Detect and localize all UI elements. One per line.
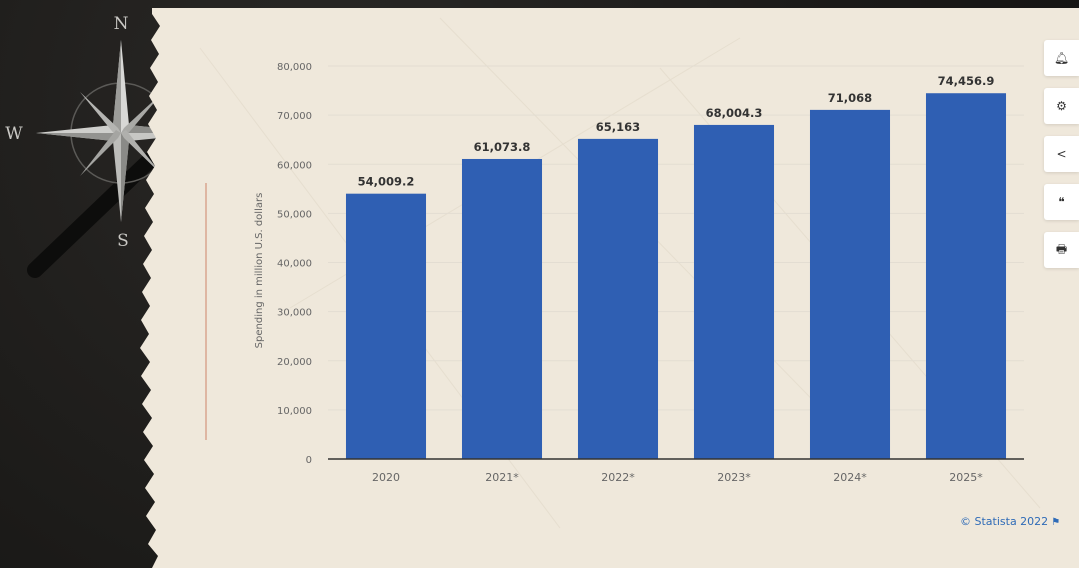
x-tick-label: 2023* (717, 471, 751, 484)
value-label: 68,004.3 (706, 106, 763, 120)
value-label: 61,073.8 (474, 140, 531, 154)
y-tick-label: 80,000 (277, 62, 312, 73)
bar-2023[interactable] (693, 124, 775, 459)
y-tick-label: 20,000 (277, 357, 312, 368)
gear-icon[interactable]: ⚙ (1044, 88, 1079, 124)
bar-2022[interactable] (577, 138, 659, 459)
statista-credit-link[interactable]: © Statista 2022 ⚑ (960, 515, 1060, 528)
y-tick-label: 70,000 (277, 111, 312, 122)
x-tick-label: 2022* (601, 471, 635, 484)
print-icon[interactable]: 🖶 (1044, 232, 1079, 268)
value-label: 54,009.2 (358, 175, 415, 189)
bell-icon[interactable]: 🔔︎ (1044, 40, 1079, 76)
chart-tools-sidebar: 🔔︎ ⚙ < ❝ 🖶 (1044, 40, 1079, 268)
bars (345, 93, 1007, 460)
compass-shadow (27, 152, 158, 278)
bar-2025[interactable] (925, 93, 1007, 460)
y-tick-label: 50,000 (277, 209, 312, 220)
y-tick-label: 30,000 (277, 308, 312, 319)
credit-text: © Statista 2022 (960, 515, 1049, 528)
bar-2021[interactable] (461, 158, 543, 459)
bar-2020[interactable] (345, 193, 427, 459)
compass-label-s: S (117, 231, 129, 251)
value-label: 74,456.9 (938, 74, 995, 88)
y-tick-label: 0 (306, 455, 312, 466)
y-axis-title: Spending in million U.S. dollars (254, 193, 265, 349)
gridlines (328, 65, 1024, 411)
quote-icon[interactable]: ❝ (1044, 184, 1079, 220)
x-tick-label: 2025* (949, 471, 983, 484)
y-tick-label: 40,000 (277, 259, 312, 270)
bar-2024[interactable] (809, 109, 891, 459)
flag-icon: ⚑ (1051, 517, 1061, 528)
x-tick-label: 2024* (833, 471, 867, 484)
share-icon[interactable]: < (1044, 136, 1079, 172)
y-tick-label: 60,000 (277, 160, 312, 171)
compass-label-w: W (5, 124, 23, 144)
x-tick-label: 2021* (485, 471, 519, 484)
value-label: 71,068 (828, 91, 872, 105)
value-labels: 54,009.2 61,073.8 65,163 68,004.3 71,068 74,4… (358, 74, 995, 188)
value-label: 65,163 (596, 120, 640, 134)
x-axis-ticks: 2020 2021* 2022* 2023* 2024* 2025* (372, 471, 983, 484)
x-tick-label: 2020 (372, 471, 400, 484)
y-tick-label: 10,000 (277, 406, 312, 417)
y-axis-ticks: 0 10,000 20,000 30,000 40,000 50,000 60,000 70,… (277, 62, 312, 466)
compass-label-n: N (114, 14, 129, 34)
